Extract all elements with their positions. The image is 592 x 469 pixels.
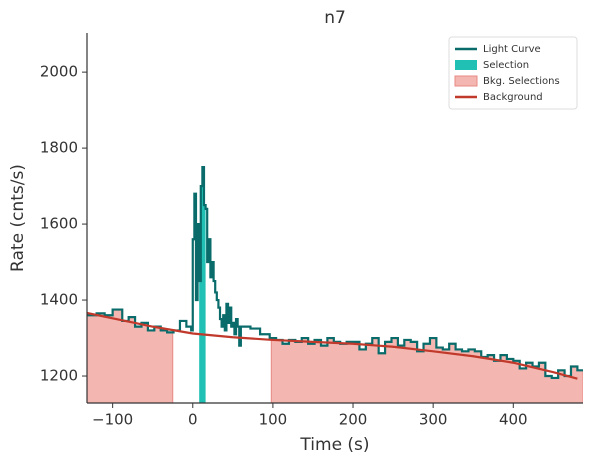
legend-swatch bbox=[454, 75, 478, 87]
legend-label: Background bbox=[483, 92, 543, 103]
y-tick-label: 1400 bbox=[40, 291, 78, 309]
legend-swatch bbox=[455, 60, 477, 70]
light-curve bbox=[87, 165, 583, 380]
legend-label: Bkg. Selections bbox=[483, 76, 560, 87]
legend-label: Selection bbox=[483, 60, 529, 71]
chart-title: n7 bbox=[324, 8, 346, 28]
y-tick-label: 1600 bbox=[40, 215, 78, 233]
background-line bbox=[87, 311, 578, 380]
x-tick-label: 0 bbox=[188, 411, 198, 429]
legend bbox=[448, 36, 578, 110]
x-tick-label: 100 bbox=[259, 411, 288, 429]
span-region bbox=[199, 167, 206, 403]
x-tick-label: 300 bbox=[419, 411, 448, 429]
y-axis-label: Rate (cnts/s) bbox=[8, 164, 28, 272]
x-axis-label: Time (s) bbox=[299, 435, 369, 455]
span-region bbox=[87, 167, 174, 403]
y-tick-label: 1800 bbox=[40, 139, 78, 157]
y-tick-label: 1200 bbox=[40, 367, 78, 385]
x-tick-label: 400 bbox=[499, 411, 528, 429]
x-tick-label: 200 bbox=[339, 411, 368, 429]
y-tick-label: 2000 bbox=[40, 63, 78, 81]
x-tick-label: −100 bbox=[92, 411, 133, 429]
legend-label: Light Curve bbox=[483, 44, 541, 55]
